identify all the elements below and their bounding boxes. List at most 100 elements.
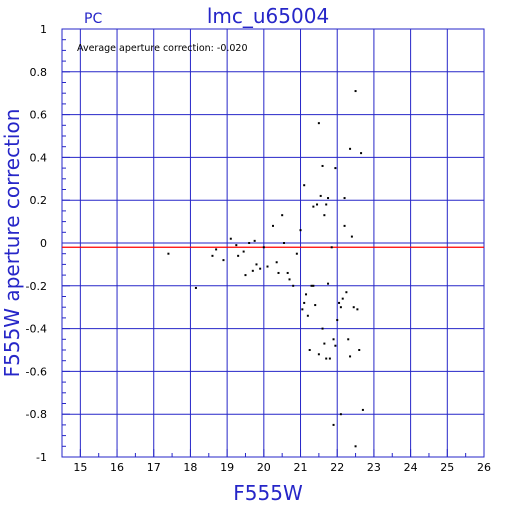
x-axis-label: F555W <box>233 481 303 505</box>
data-point <box>312 284 315 287</box>
y-tick-label: 1 <box>40 23 47 36</box>
data-point <box>251 269 254 272</box>
x-tick-label: 21 <box>294 461 308 474</box>
data-point <box>259 267 262 270</box>
average-correction-annotation: Average aperture correction: -0.020 <box>77 43 248 54</box>
data-point <box>321 327 324 330</box>
data-point <box>336 319 339 322</box>
x-tick-label: 19 <box>220 461 234 474</box>
data-point <box>323 214 326 217</box>
x-tick-label: 17 <box>147 461 161 474</box>
data-point <box>360 152 363 155</box>
data-point <box>281 214 284 217</box>
x-tick-label: 22 <box>330 461 344 474</box>
data-point <box>312 205 315 208</box>
data-point <box>343 197 346 200</box>
data-point <box>242 250 245 253</box>
y-tick-label: 0.8 <box>30 66 48 79</box>
data-point <box>327 197 330 200</box>
grid-lines <box>62 28 485 458</box>
data-point <box>328 357 331 360</box>
data-point <box>303 301 306 304</box>
data-point <box>339 413 342 416</box>
y-tick-label: 0.4 <box>30 151 48 164</box>
data-points <box>167 90 364 448</box>
x-tick-label: 25 <box>440 461 454 474</box>
data-point <box>244 274 247 277</box>
data-point <box>352 306 355 309</box>
data-point <box>275 261 278 264</box>
data-point <box>305 293 308 296</box>
data-point <box>332 338 335 341</box>
data-point <box>215 248 218 251</box>
y-tick-label: 0.6 <box>30 109 48 122</box>
data-point <box>277 271 280 274</box>
data-point <box>306 314 309 317</box>
data-point <box>235 244 238 247</box>
data-point <box>354 90 357 93</box>
data-point <box>339 306 342 309</box>
data-point <box>325 203 328 206</box>
axis-ticks <box>61 28 485 458</box>
data-point <box>327 282 330 285</box>
data-point <box>222 259 225 262</box>
data-point <box>319 194 322 197</box>
data-point <box>308 349 311 351</box>
data-point <box>323 342 326 345</box>
data-point <box>194 286 197 289</box>
data-point <box>349 355 352 358</box>
data-point <box>237 254 240 257</box>
data-point <box>248 242 251 244</box>
data-point <box>314 304 317 307</box>
data-point <box>356 308 359 311</box>
x-tick-label: 26 <box>477 461 491 474</box>
y-tick-label: -0.2 <box>26 280 47 293</box>
y-tick-label: -1 <box>36 451 47 464</box>
x-tick-label: 16 <box>110 461 124 474</box>
data-point <box>255 263 258 266</box>
data-point <box>317 353 320 356</box>
x-tick-label: 24 <box>404 461 418 474</box>
data-point <box>350 235 353 238</box>
y-axis-label: F555W aperture correction <box>0 109 24 378</box>
y-tick-label: -0.4 <box>26 323 47 336</box>
y-tick-label: -0.8 <box>26 408 47 421</box>
data-point <box>330 246 333 249</box>
y-tick-label: 0.2 <box>30 194 48 207</box>
data-point <box>341 297 344 300</box>
chip-label: PC <box>84 11 102 27</box>
y-tick-labels: 1 0.8 0.6 0.4 0.2 0 -0.2 -0.4 -0.6 -0.8 -1 <box>26 23 47 464</box>
data-point <box>262 246 265 249</box>
data-point <box>301 308 304 311</box>
data-point <box>321 164 324 167</box>
data-point <box>345 291 348 294</box>
data-point <box>325 357 328 360</box>
data-point <box>266 265 269 268</box>
data-point <box>338 301 341 304</box>
data-point <box>286 271 289 274</box>
x-tick-label: 18 <box>183 461 197 474</box>
x-tick-label: 15 <box>73 461 87 474</box>
x-tick-labels: 15 16 17 18 19 20 21 22 23 24 25 26 <box>73 461 491 474</box>
data-point <box>253 239 256 242</box>
data-point <box>334 167 337 170</box>
y-tick-label: 0 <box>40 237 47 250</box>
y-tick-label: -0.6 <box>26 365 47 378</box>
data-point <box>334 344 337 347</box>
data-point <box>292 284 295 287</box>
data-point <box>343 224 346 227</box>
data-point <box>299 229 302 232</box>
data-point <box>317 122 320 125</box>
data-point <box>211 254 214 257</box>
data-point <box>288 278 291 281</box>
data-point <box>303 184 306 187</box>
data-point <box>354 445 357 448</box>
data-point <box>272 224 274 227</box>
x-tick-label: 23 <box>367 461 381 474</box>
x-tick-label: 20 <box>257 461 271 474</box>
data-point <box>347 338 350 341</box>
data-point <box>283 242 286 244</box>
data-point <box>316 203 319 206</box>
data-point <box>332 423 335 426</box>
